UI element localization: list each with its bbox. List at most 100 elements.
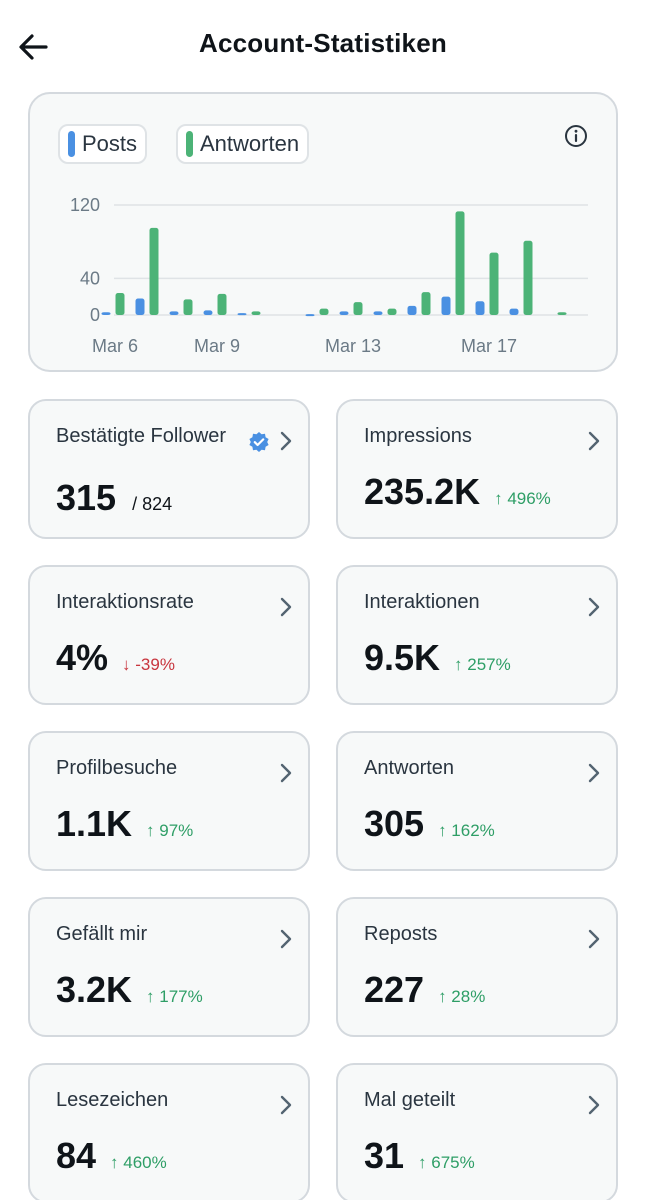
posts-legend-swatch bbox=[68, 131, 75, 157]
legend-posts[interactable]: Posts bbox=[58, 124, 148, 164]
stat-card-profile-visits[interactable]: Profilbesuche 1.1K ↑ 97% bbox=[28, 731, 310, 871]
posts-bar[interactable] bbox=[373, 311, 383, 315]
stat-value: 31 bbox=[364, 1135, 405, 1176]
stat-change: ↑ 257% bbox=[454, 655, 511, 674]
posts-bar[interactable] bbox=[509, 308, 519, 315]
stat-card-impressions[interactable]: Impressions 235.2K ↑ 496% bbox=[336, 399, 618, 539]
stat-card-replies[interactable]: Antworten 305 ↑ 162% bbox=[336, 731, 618, 871]
posts-bar[interactable] bbox=[407, 305, 417, 315]
posts-bar[interactable] bbox=[203, 310, 213, 315]
stat-label: Mal geteilt bbox=[364, 1089, 456, 1111]
stat-value: 315 bbox=[56, 477, 117, 518]
stat-change: ↑ 460% bbox=[110, 1153, 167, 1172]
stat-label: Reposts bbox=[364, 923, 438, 945]
back-arrow-icon[interactable] bbox=[16, 30, 50, 64]
posts-bar[interactable] bbox=[441, 296, 451, 315]
posts-bar[interactable] bbox=[339, 311, 349, 315]
chevron-right-icon bbox=[280, 431, 292, 451]
posts-bar[interactable] bbox=[305, 314, 315, 317]
stat-value-row: 235.2K ↑ 496% bbox=[364, 471, 551, 513]
replies-legend-swatch bbox=[186, 131, 193, 157]
replies-bar[interactable] bbox=[523, 240, 533, 315]
legend-posts-label: Posts bbox=[82, 131, 138, 156]
replies-bar[interactable] bbox=[319, 308, 329, 315]
x-tick-label: Mar 13 bbox=[325, 336, 381, 356]
chevron-right-icon bbox=[588, 597, 600, 617]
stat-change: ↑ 162% bbox=[438, 821, 495, 840]
stat-value: 1.1K bbox=[56, 803, 133, 844]
stat-value-row: 31 ↑ 675% bbox=[364, 1135, 475, 1177]
replies-bar[interactable] bbox=[251, 311, 261, 315]
stat-value: 3.2K bbox=[56, 969, 133, 1010]
stat-card-likes[interactable]: Gefällt mir 3.2K ↑ 177% bbox=[28, 897, 310, 1037]
stat-change: ↑ 28% bbox=[438, 987, 486, 1006]
chevron-right-icon bbox=[588, 929, 600, 949]
stat-change: ↑ 177% bbox=[146, 987, 203, 1006]
replies-bar[interactable] bbox=[421, 292, 431, 315]
posts-bar[interactable] bbox=[135, 298, 145, 316]
replies-bar[interactable] bbox=[489, 252, 499, 315]
chevron-right-icon bbox=[280, 1095, 292, 1115]
info-icon[interactable] bbox=[564, 124, 588, 148]
posts-bar[interactable] bbox=[237, 313, 247, 316]
page-title: Account-Statistiken bbox=[199, 28, 447, 58]
replies-bar[interactable] bbox=[353, 302, 363, 315]
stat-value-row: 3.2K ↑ 177% bbox=[56, 969, 203, 1011]
stat-label: Interaktionen bbox=[364, 591, 480, 613]
legend-replies[interactable]: Antworten bbox=[176, 124, 310, 164]
stat-card-reposts[interactable]: Reposts 227 ↑ 28% bbox=[336, 897, 618, 1037]
stat-card-verified-followers[interactable]: Bestätigte Follower 315 / 824 bbox=[28, 399, 310, 539]
posts-bar[interactable] bbox=[475, 301, 485, 315]
stat-label: Profilbesuche bbox=[56, 757, 178, 779]
x-tick-label: Mar 6 bbox=[92, 336, 138, 356]
stat-value: 305 bbox=[364, 803, 425, 844]
posts-bar[interactable] bbox=[169, 311, 179, 315]
bar-chart: 0 40 120 Mar 6 Mar 9 Mar 13 Mar 17 bbox=[70, 195, 588, 356]
legend-replies-label: Antworten bbox=[200, 131, 300, 156]
replies-bar[interactable] bbox=[149, 227, 159, 315]
chevron-right-icon bbox=[588, 431, 600, 451]
stat-value-row: 9.5K ↑ 257% bbox=[364, 637, 511, 679]
stat-card-bookmarks[interactable]: Lesezeichen 84 ↑ 460% bbox=[28, 1063, 310, 1200]
stat-change: ↑ 97% bbox=[146, 821, 194, 840]
stat-value-row: 4% ↓ -39% bbox=[56, 637, 175, 679]
stat-change: ↑ 496% bbox=[494, 489, 551, 508]
replies-bar[interactable] bbox=[115, 293, 125, 315]
replies-bar[interactable] bbox=[217, 293, 227, 315]
stat-value: 9.5K bbox=[364, 637, 441, 678]
stat-card-engagements[interactable]: Interaktionen 9.5K ↑ 257% bbox=[336, 565, 618, 705]
stat-card-engagement-rate[interactable]: Interaktionsrate 4% ↓ -39% bbox=[28, 565, 310, 705]
replies-bar[interactable] bbox=[183, 299, 193, 315]
stat-value: 227 bbox=[364, 969, 425, 1010]
stat-card-shares[interactable]: Mal geteilt 31 ↑ 675% bbox=[336, 1063, 618, 1200]
stat-value-row: 1.1K ↑ 97% bbox=[56, 803, 193, 845]
stat-value: 84 bbox=[56, 1135, 97, 1176]
y-tick-label: 120 bbox=[70, 195, 100, 215]
x-tick-label: Mar 9 bbox=[194, 336, 240, 356]
chevron-right-icon bbox=[280, 597, 292, 617]
stat-total: / 824 bbox=[132, 494, 173, 514]
chevron-right-icon bbox=[588, 1095, 600, 1115]
y-tick-label: 40 bbox=[80, 268, 100, 288]
replies-bar[interactable] bbox=[387, 308, 397, 315]
chevron-right-icon bbox=[280, 763, 292, 783]
top-bar: Account-Statistiken bbox=[0, 0, 646, 92]
x-tick-label: Mar 17 bbox=[461, 336, 517, 356]
stat-label: Antworten bbox=[364, 757, 455, 779]
stat-value-row: 84 ↑ 460% bbox=[56, 1135, 167, 1177]
stat-change: ↑ 675% bbox=[418, 1153, 475, 1172]
activity-chart-card: Posts Antworten 0 40 120 Mar 6 Mar 9 Mar 13 Ma… bbox=[28, 92, 618, 372]
stat-value: 4% bbox=[56, 637, 109, 678]
stat-value-row: 315 / 824 bbox=[56, 477, 172, 519]
stat-value-row: 227 ↑ 28% bbox=[364, 969, 485, 1011]
stat-value: 235.2K bbox=[364, 471, 481, 512]
stat-label: Bestätigte Follower bbox=[56, 425, 227, 447]
posts-bar[interactable] bbox=[101, 312, 111, 315]
stat-label: Interaktionsrate bbox=[56, 591, 194, 613]
replies-bar[interactable] bbox=[557, 312, 567, 315]
chevron-right-icon bbox=[280, 929, 292, 949]
replies-bar[interactable] bbox=[455, 211, 465, 315]
stat-value-row: 305 ↑ 162% bbox=[364, 803, 495, 845]
stat-change: ↓ -39% bbox=[122, 655, 175, 674]
chevron-right-icon bbox=[588, 763, 600, 783]
